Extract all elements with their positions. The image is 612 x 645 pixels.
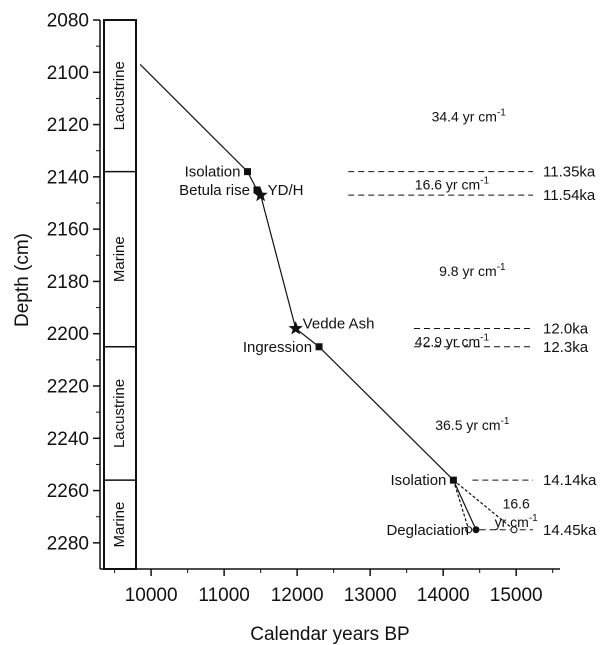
alt-branch-inner-line	[452, 479, 470, 530]
sedimentation-rate-label: yr cm-1	[495, 513, 539, 530]
age-boundary-label: 11.54ka	[543, 187, 596, 204]
rate-value: yr cm	[495, 514, 529, 530]
lithology-column: Lacustrine Marine Lacustrine Marine	[103, 19, 137, 570]
rate-value: 42.9 yr cm	[415, 334, 480, 350]
event-label: Deglaciation	[386, 522, 469, 539]
open-circle-marker	[465, 526, 473, 534]
x-axis-title: Calendar years BP	[250, 624, 409, 645]
x-tick-label: 14000	[417, 585, 470, 606]
x-tick-label: 12000	[271, 585, 324, 606]
age-boundary-label: 14.14ka	[543, 472, 597, 489]
event-label: YD/H	[268, 182, 304, 199]
age-model-line	[139, 64, 477, 531]
sedimentation-rate-label: 42.9 yr cm-1	[415, 333, 490, 350]
event-label: Betula rise	[179, 182, 250, 199]
y-tick-label: 2180	[47, 272, 89, 293]
sedimentation-rate-label: 16.6 yr cm-1	[415, 176, 490, 193]
rate-value: 36.5 yr cm	[435, 417, 500, 433]
star-marker	[253, 187, 268, 202]
unit-label: Lacustrine	[111, 379, 128, 448]
y-tick-label: 2140	[47, 167, 89, 188]
axes: 2080 2100 2120 2140 2160 2180 2200 2220 2240 2260…	[47, 11, 560, 606]
square-marker	[449, 476, 457, 484]
sedimentation-rate-label: 34.4 yr cm-1	[432, 108, 507, 125]
square-marker	[253, 186, 261, 194]
y-tick-label: 2280	[47, 533, 89, 554]
unit-label: Marine	[111, 502, 128, 548]
x-tick-label: 13000	[344, 585, 397, 606]
y-tick-label: 2080	[47, 11, 89, 32]
rate-unit-superscript: -1	[480, 333, 489, 344]
open-circle-marker	[510, 526, 518, 534]
rate-unit-superscript: -1	[497, 262, 506, 273]
age-boundary-label: 12.0ka	[543, 320, 589, 337]
sedimentation-rate-label: 9.8 yr cm-1	[439, 262, 506, 279]
age-boundary-lines: 11.35ka 11.54ka 12.0ka 12.3ka 14.14ka 14.45ka	[348, 164, 597, 539]
y-tick-label: 2200	[47, 324, 89, 345]
age-boundary-label: 11.35ka	[543, 164, 596, 181]
rate-value: 9.8 yr cm	[439, 263, 497, 279]
dot-marker	[472, 526, 480, 534]
y-tick-label: 2260	[47, 481, 89, 502]
age-boundary-label: 14.45ka	[543, 522, 597, 539]
rate-value: 16.6	[503, 496, 530, 512]
y-tick-label: 2120	[47, 115, 89, 136]
rate-unit-superscript: -1	[529, 513, 538, 524]
y-axis-title: Depth (cm)	[12, 233, 33, 327]
sedimentation-rate-label: 16.6	[503, 496, 530, 512]
rate-value: 16.6 yr cm	[415, 177, 480, 193]
star-marker	[288, 320, 303, 335]
x-tick-label: 15000	[490, 585, 543, 606]
square-marker	[315, 343, 323, 351]
unit-label: Marine	[111, 236, 128, 282]
event-label: Vedde Ash	[303, 315, 375, 332]
event-label: Isolation	[185, 164, 241, 181]
age-boundary-label: 12.3ka	[543, 339, 589, 356]
rate-unit-superscript: -1	[480, 176, 489, 187]
event-label: Isolation	[391, 472, 447, 489]
y-tick-label: 2160	[47, 220, 89, 241]
rate-unit-superscript: -1	[501, 416, 510, 427]
square-marker	[243, 168, 251, 176]
unit-label: Lacustrine	[111, 61, 128, 130]
sedimentation-rate-label: 36.5 yr cm-1	[435, 416, 510, 433]
rate-unit-superscript: -1	[497, 108, 506, 119]
age-model-series	[139, 64, 515, 531]
rate-value: 34.4 yr cm	[432, 109, 497, 125]
event-label: Ingression	[243, 339, 312, 356]
event-markers	[243, 168, 518, 534]
y-tick-label: 2240	[47, 429, 89, 450]
y-tick-label: 2220	[47, 377, 89, 398]
y-tick-label: 2100	[47, 63, 89, 84]
x-tick-label: 10000	[125, 585, 178, 606]
alt-branch-outer-line	[453, 479, 515, 531]
x-tick-label: 11000	[198, 585, 249, 606]
